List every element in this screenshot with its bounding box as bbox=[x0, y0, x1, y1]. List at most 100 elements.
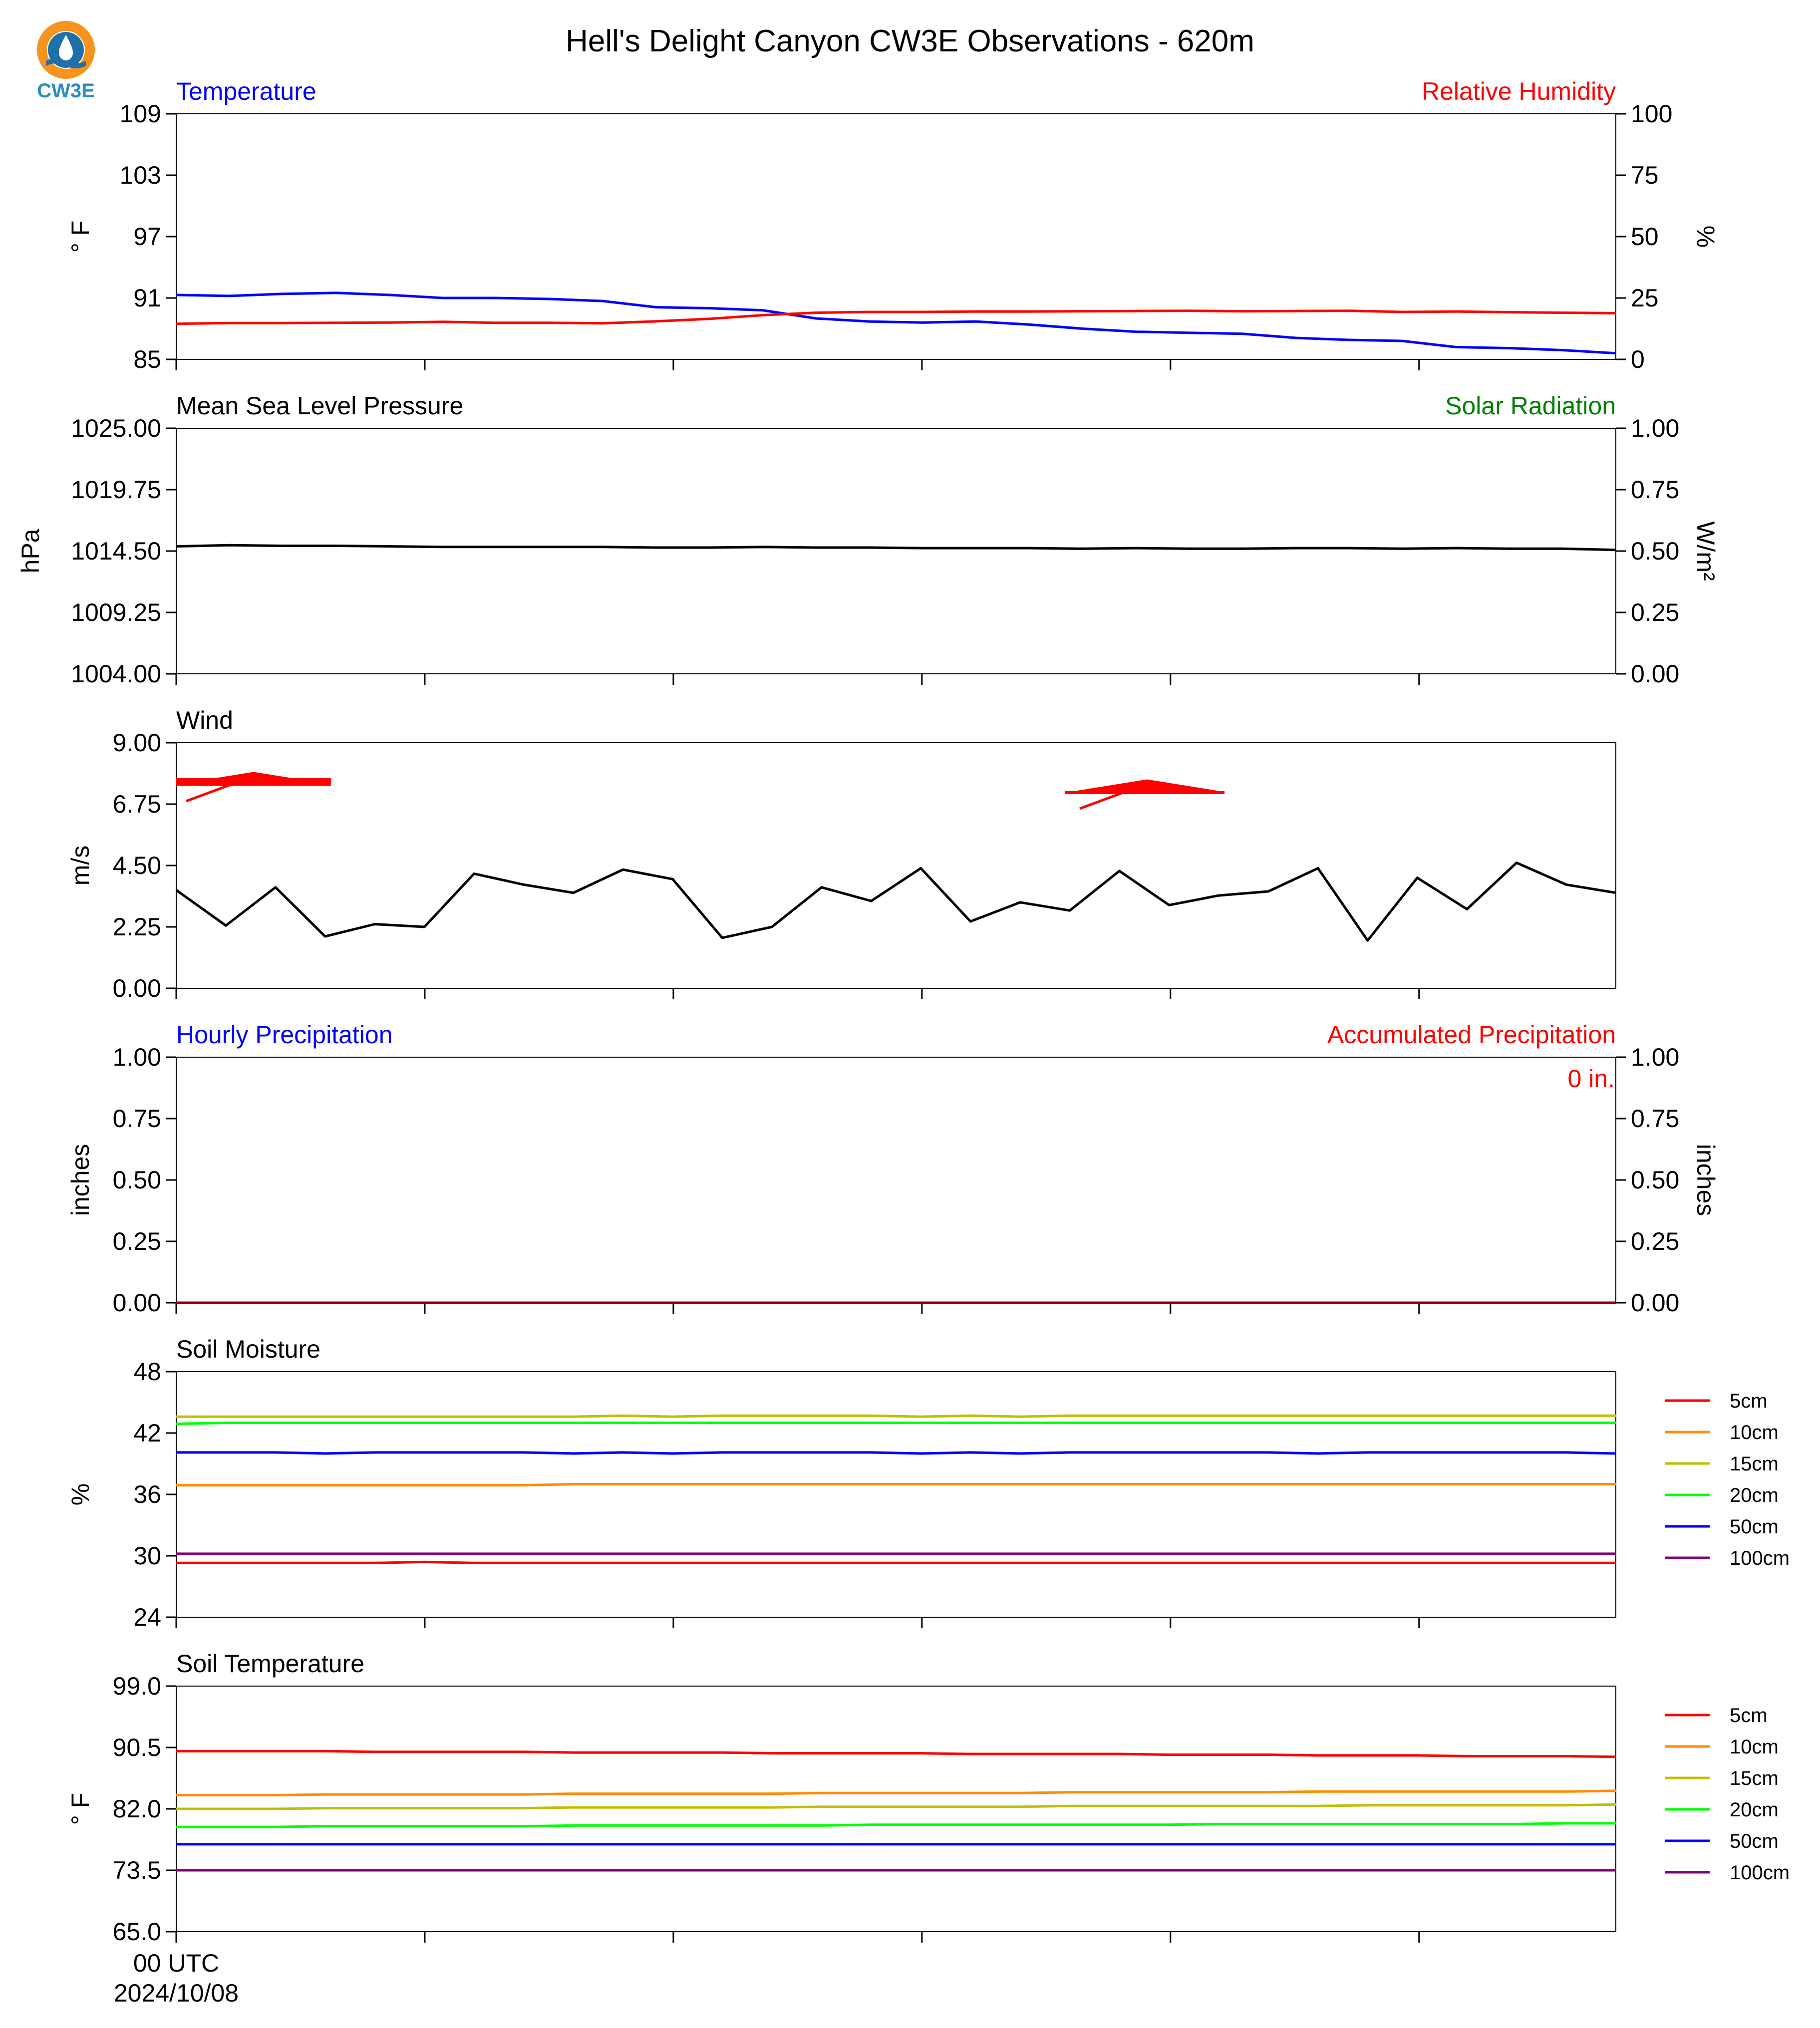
wind-barb-flag bbox=[1069, 779, 1225, 794]
y-tick-label-left: 90.5 bbox=[113, 1734, 161, 1761]
y-tick-label-left: 82.0 bbox=[113, 1795, 161, 1823]
series-line-left bbox=[176, 291, 1616, 355]
y-tick-label-left: 4.50 bbox=[113, 852, 161, 879]
legend-label-5cm: 5cm bbox=[1730, 1390, 1768, 1412]
legend-label-10cm: 10cm bbox=[1730, 1736, 1779, 1758]
figure-title: Hell's Delight Canyon CW3E Observations … bbox=[566, 24, 1254, 58]
y-tick-label-left: 30 bbox=[133, 1542, 161, 1570]
legend-label-100cm: 100cm bbox=[1730, 1862, 1790, 1884]
y-axis-label-right: % bbox=[1692, 226, 1720, 248]
legend: 5cm 10cm 15cm 20cm 50cm 100cm bbox=[1665, 1705, 1790, 1884]
y-tick-label-left: 1009.25 bbox=[71, 598, 161, 626]
y-tick-label-left: 24 bbox=[133, 1603, 161, 1631]
series-line-right bbox=[176, 309, 1616, 325]
legend: 5cm 10cm 15cm 20cm 50cm 100cm bbox=[1665, 1390, 1790, 1569]
y-tick-label-right: 1.00 bbox=[1631, 414, 1679, 442]
y-tick-label-right: 0.25 bbox=[1631, 1227, 1679, 1255]
panel-title-left: Wind bbox=[176, 706, 233, 734]
panel-title-left: Soil Moisture bbox=[176, 1335, 320, 1363]
y-tick-label-right: 0.75 bbox=[1631, 476, 1679, 504]
y-axis-label-left: inches bbox=[66, 1144, 94, 1216]
panel-title-left: Soil Temperature bbox=[176, 1650, 364, 1678]
droplet-icon bbox=[59, 35, 73, 60]
y-tick-label-left: 0.00 bbox=[113, 974, 161, 1002]
y-tick-label-left: 42 bbox=[133, 1419, 161, 1447]
y-tick-label-left: 99.0 bbox=[113, 1672, 161, 1700]
y-tick-label-right: 50 bbox=[1631, 223, 1659, 251]
series-line-15cm bbox=[176, 1803, 1616, 1810]
x-tick-label-first: 00 UTC bbox=[133, 1949, 219, 1977]
panels: 85 91 97 103 109 0 25 50 75 100 Temperature Relativ… bbox=[16, 77, 1790, 1946]
panel-pressure-solar: 1004.00 1009.25 1014.50 1019.75 1025.00 0.00 0… bbox=[16, 392, 1720, 688]
y-axis-label-left: hPa bbox=[16, 529, 44, 573]
x-date-label: 2024/10/08 bbox=[114, 1979, 239, 2007]
logo-sun-ring bbox=[37, 21, 95, 79]
y-tick-label-right: 0.25 bbox=[1631, 598, 1679, 626]
panel-title-left: Hourly Precipitation bbox=[176, 1021, 393, 1049]
series-line-left bbox=[176, 544, 1616, 552]
legend-label-50cm: 50cm bbox=[1730, 1516, 1779, 1538]
panel-title-right: Relative Humidity bbox=[1422, 77, 1616, 105]
y-tick-label-left: 0.75 bbox=[113, 1105, 161, 1133]
panel-frame bbox=[176, 1371, 1616, 1618]
y-axis-label-right: inches bbox=[1692, 1144, 1720, 1216]
legend-label-50cm: 50cm bbox=[1730, 1830, 1779, 1852]
y-axis-label-left: ° F bbox=[66, 221, 94, 253]
y-tick-label-left: 0.25 bbox=[113, 1227, 161, 1255]
series-line-20cm bbox=[176, 1422, 1616, 1426]
panel-title-left: Mean Sea Level Pressure bbox=[176, 392, 463, 420]
y-tick-label-right: 100 bbox=[1631, 100, 1672, 128]
panel-frame bbox=[176, 1057, 1616, 1303]
panel-wind: 0.00 2.25 4.50 6.75 9.00 Wind m/s bbox=[66, 706, 1616, 1002]
legend-label-10cm: 10cm bbox=[1730, 1422, 1779, 1444]
y-axis-label-left: % bbox=[66, 1483, 94, 1505]
y-tick-label-left: 103 bbox=[120, 161, 161, 189]
y-tick-label-right: 0.00 bbox=[1631, 660, 1679, 688]
y-tick-label-left: 0.50 bbox=[113, 1166, 161, 1194]
y-axis-label-left: m/s bbox=[66, 846, 94, 886]
legend-label-20cm: 20cm bbox=[1730, 1799, 1779, 1821]
y-tick-label-right: 0.50 bbox=[1631, 1166, 1679, 1194]
legend-label-20cm: 20cm bbox=[1730, 1484, 1779, 1506]
series-line-10cm bbox=[176, 1483, 1616, 1487]
y-tick-label-left: 9.00 bbox=[113, 729, 161, 757]
y-tick-label-left: 65.0 bbox=[113, 1918, 161, 1946]
y-tick-label-left: 85 bbox=[133, 345, 161, 373]
wind-barb-tick bbox=[186, 781, 237, 803]
logo-text: CW3E bbox=[37, 80, 95, 102]
y-tick-label-left: 1004.00 bbox=[71, 660, 161, 688]
panel-title-left: Temperature bbox=[176, 77, 316, 105]
panel-soil-temperature: 65.0 73.5 82.0 90.5 99.0 Soil Temperature ° F 5… bbox=[66, 1650, 1790, 1946]
legend-label-100cm: 100cm bbox=[1730, 1547, 1790, 1569]
panel-frame bbox=[176, 742, 1616, 989]
legend-label-15cm: 15cm bbox=[1730, 1453, 1779, 1475]
panel-title-right: Solar Radiation bbox=[1445, 392, 1616, 420]
y-tick-label-left: 73.5 bbox=[113, 1856, 161, 1884]
series-line-50cm bbox=[176, 1451, 1616, 1455]
y-axis-label-right: W/m² bbox=[1692, 521, 1720, 580]
y-tick-label-left: 0.00 bbox=[113, 1289, 161, 1317]
legend-label-5cm: 5cm bbox=[1730, 1705, 1768, 1727]
y-tick-label-left: 1.00 bbox=[113, 1043, 161, 1071]
panel-precipitation: 0.00 0.25 0.50 0.75 1.00 0.00 0.25 0.50 0.75 1.00… bbox=[66, 1021, 1720, 1317]
y-tick-label-left: 97 bbox=[133, 223, 161, 251]
y-axis-label-left: ° F bbox=[66, 1793, 94, 1825]
y-tick-label-right: 75 bbox=[1631, 161, 1659, 189]
y-tick-label-right: 25 bbox=[1631, 284, 1659, 312]
y-tick-label-left: 1014.50 bbox=[71, 537, 161, 565]
panel-frame bbox=[176, 428, 1616, 674]
series-line-10cm bbox=[176, 1789, 1616, 1796]
y-tick-label-right: 0.50 bbox=[1631, 537, 1679, 565]
y-tick-label-left: 2.25 bbox=[113, 913, 161, 941]
y-tick-label-left: 36 bbox=[133, 1480, 161, 1508]
y-tick-label-left: 109 bbox=[120, 100, 161, 128]
y-tick-label-left: 48 bbox=[133, 1358, 161, 1386]
y-tick-label-right: 0.00 bbox=[1631, 1289, 1679, 1317]
panel-title-right: Accumulated Precipitation bbox=[1327, 1021, 1616, 1049]
series-line-20cm bbox=[176, 1822, 1616, 1828]
logo-wave bbox=[46, 58, 86, 68]
y-tick-label-left: 91 bbox=[133, 284, 161, 312]
y-tick-label-right: 1.00 bbox=[1631, 1043, 1679, 1071]
